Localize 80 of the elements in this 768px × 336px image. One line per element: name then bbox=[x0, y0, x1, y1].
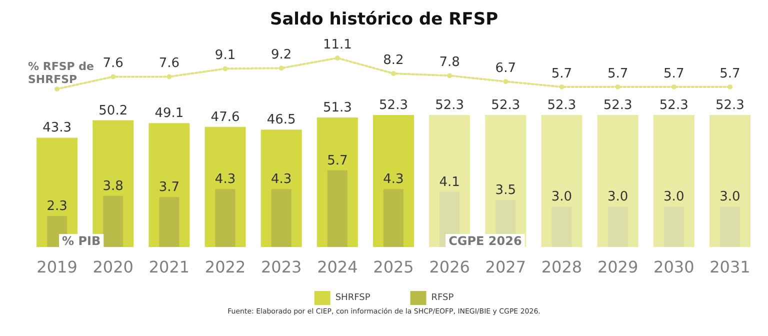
point bbox=[503, 79, 508, 84]
data-label: 4.3 bbox=[383, 172, 404, 188]
x-tick-label: 2023 bbox=[260, 258, 302, 276]
point bbox=[334, 56, 340, 60]
data-label: 52.3 bbox=[547, 98, 576, 113]
data-label: 7.6 bbox=[158, 56, 180, 72]
data-label: 52.3 bbox=[603, 98, 632, 113]
data-label: 6.7 bbox=[495, 61, 516, 76]
x-tick-label: 2021 bbox=[148, 258, 190, 276]
data-label: 52.3 bbox=[379, 98, 408, 113]
x-tick-label: 2019 bbox=[36, 258, 78, 276]
data-label: 43.3 bbox=[42, 120, 72, 136]
series-label: % RFSP de SHRFSP bbox=[28, 60, 95, 86]
annotation: % PIB bbox=[62, 234, 101, 248]
legend-label: RFSP bbox=[431, 293, 454, 303]
data-label: 3.0 bbox=[720, 190, 740, 205]
data-label: 11.1 bbox=[322, 38, 352, 52]
data-label: 47.6 bbox=[210, 110, 240, 125]
data-label: 9.1 bbox=[214, 48, 236, 64]
data-label: 52.3 bbox=[715, 98, 744, 113]
point bbox=[222, 66, 228, 72]
x-tick-label: 2025 bbox=[373, 258, 414, 276]
data-label: 3.7 bbox=[158, 180, 180, 196]
data-label: 51.3 bbox=[322, 100, 352, 116]
bar bbox=[103, 196, 124, 247]
data-label: 50.2 bbox=[98, 103, 128, 118]
chart-title: Saldo histórico de RFSP bbox=[270, 10, 498, 30]
data-label: 4.3 bbox=[214, 172, 236, 188]
bar bbox=[271, 189, 292, 247]
annotation: CGPE 2026 bbox=[448, 234, 522, 248]
bar bbox=[215, 189, 236, 247]
point bbox=[110, 74, 116, 80]
data-label: 52.3 bbox=[659, 98, 688, 113]
data-label: 5.7 bbox=[664, 66, 684, 82]
data-label: 7.6 bbox=[102, 56, 124, 72]
data-label: 5.7 bbox=[327, 153, 348, 168]
x-tick-label: 2024 bbox=[317, 258, 358, 276]
x-tick-label: 2020 bbox=[92, 258, 134, 276]
data-label: 46.5 bbox=[266, 112, 296, 128]
point bbox=[559, 84, 564, 90]
bar bbox=[720, 206, 740, 247]
point bbox=[615, 84, 620, 90]
x-tick-label: 2026 bbox=[429, 258, 470, 276]
data-label: 3.0 bbox=[607, 190, 628, 205]
x-tick-label: 2027 bbox=[485, 258, 526, 276]
data-label: 49.1 bbox=[154, 106, 184, 122]
data-label: 3.0 bbox=[664, 190, 684, 205]
point bbox=[278, 66, 284, 71]
data-label: 3.8 bbox=[102, 178, 124, 194]
data-label: 3.5 bbox=[495, 182, 516, 198]
point bbox=[54, 86, 60, 92]
bar bbox=[552, 206, 572, 247]
data-label: 5.7 bbox=[551, 66, 572, 82]
x-tick-label: 2031 bbox=[710, 258, 750, 276]
point bbox=[391, 71, 396, 76]
point bbox=[727, 84, 732, 90]
x-tick-label: 2029 bbox=[597, 258, 638, 276]
point bbox=[447, 73, 452, 78]
data-label: 8.2 bbox=[383, 53, 404, 68]
data-label: 52.3 bbox=[491, 98, 520, 113]
data-label: 4.3 bbox=[271, 172, 292, 188]
x-tick-label: 2022 bbox=[204, 258, 246, 276]
bar bbox=[159, 197, 180, 247]
data-label: 3.0 bbox=[551, 190, 572, 205]
bar bbox=[608, 206, 628, 247]
bar bbox=[327, 170, 348, 247]
data-label: 4.1 bbox=[439, 174, 460, 190]
x-tick-label: 2028 bbox=[541, 258, 582, 276]
x-tick-label: 2030 bbox=[654, 258, 694, 276]
data-label: 52.3 bbox=[435, 98, 464, 113]
point bbox=[166, 74, 172, 80]
point bbox=[671, 84, 676, 90]
data-label: 5.7 bbox=[607, 66, 628, 82]
data-label: 7.8 bbox=[439, 55, 460, 70]
bar bbox=[384, 189, 404, 247]
data-label: 5.7 bbox=[720, 66, 740, 82]
data-label: 9.2 bbox=[271, 48, 292, 63]
legend-label: SHRFSP bbox=[335, 293, 371, 303]
data-label: 2.3 bbox=[46, 199, 68, 214]
bar bbox=[664, 206, 684, 247]
